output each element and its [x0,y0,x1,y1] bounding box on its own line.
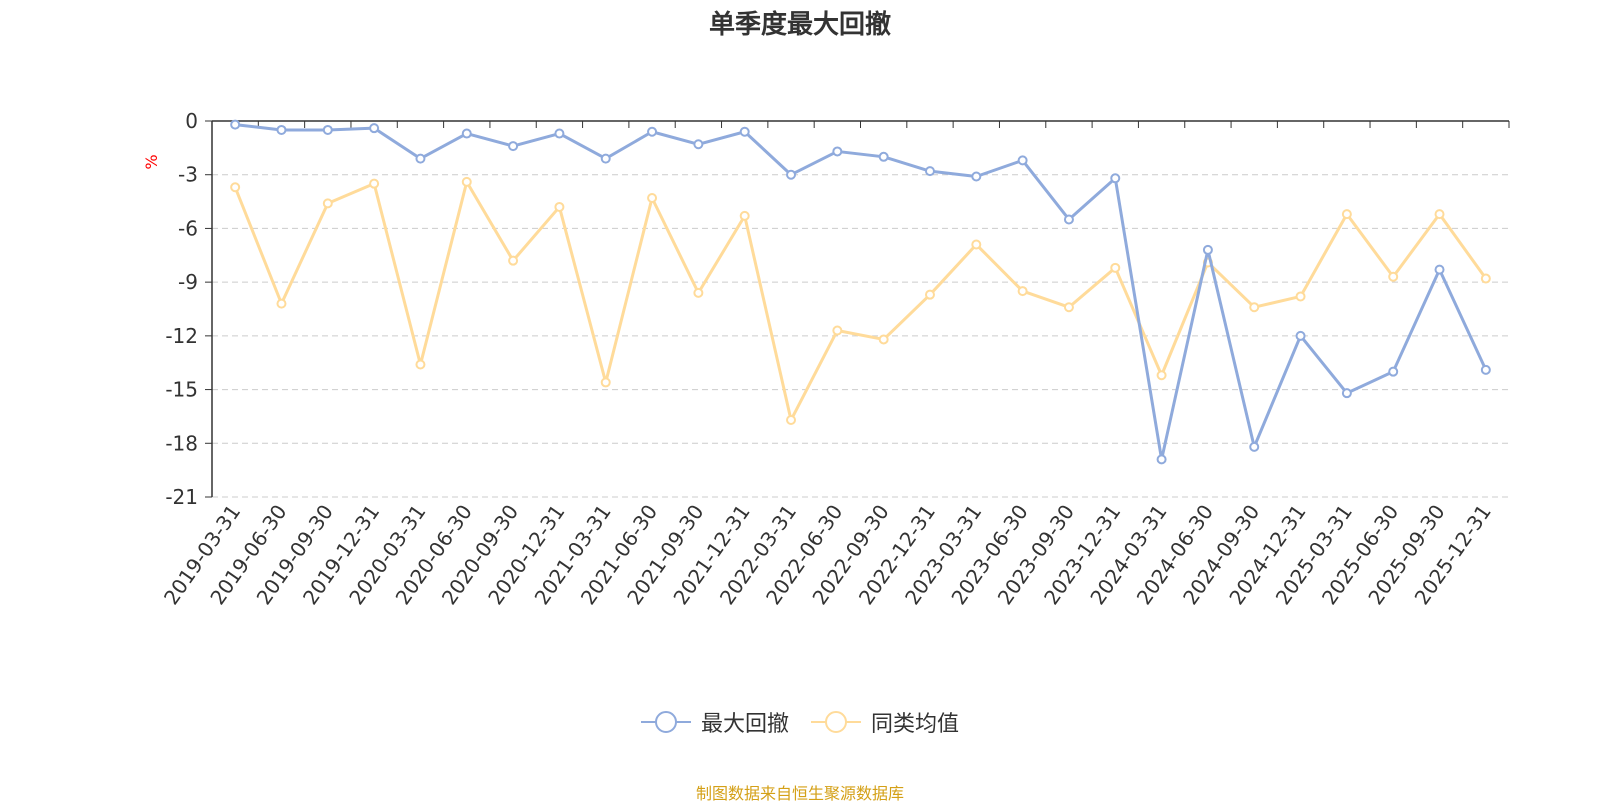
y-tick-label: -9 [178,270,198,294]
data-point [508,255,519,266]
data-point [786,169,797,180]
y-tick-label: -12 [165,324,198,348]
data-point [1063,302,1074,313]
data-point [647,126,658,137]
legend: 最大回撤 同类均值 [0,706,1600,738]
y-tick-label: -6 [178,216,198,240]
data-point [1110,173,1121,184]
data-point [971,171,982,182]
data-point [322,124,333,135]
data-point [924,289,935,300]
data-point [1388,271,1399,282]
data-point [878,151,889,162]
data-point [508,141,519,152]
data-point [554,128,565,139]
data-point [739,126,750,137]
legend-item-peer-average[interactable]: 同类均值 [811,706,959,738]
data-point [600,153,611,164]
chart-title: 单季度最大回撤 [708,10,891,40]
y-tick-label: -15 [165,378,198,402]
data-point [1434,209,1445,220]
data-point [1341,388,1352,399]
data-point [1295,330,1306,341]
data-point [1110,262,1121,273]
data-point [1156,370,1167,381]
data-point [461,176,472,187]
y-tick-label: -3 [178,163,198,187]
legend-label-peer-average: 同类均值 [871,712,960,737]
series-0 [230,119,1491,465]
data-point [832,146,843,157]
data-point [461,128,472,139]
data-point [1480,273,1491,284]
data-point [1017,155,1028,166]
data-point [1202,244,1213,255]
series-line [234,123,1488,461]
data-point [786,415,797,426]
grid-lines [212,174,1509,498]
data-point [739,210,750,221]
data-point [1434,264,1445,275]
data-source-note: 制图数据来自恒生聚源数据库 [695,784,904,803]
series-line [233,180,1488,422]
legend-label-max-drawdown: 最大回撤 [700,712,789,737]
y-tick-label: -21 [165,485,198,509]
y-tick-label: 0 [185,109,198,133]
data-point [369,178,380,189]
data-point [693,287,704,298]
data-point [1388,366,1399,377]
axes: 0-3-6-9-12-15-18-21%2019-03-312019-06-30… [142,109,1510,609]
data-point [415,359,426,370]
data-point [1063,214,1074,225]
data-point [1480,364,1491,375]
legend-item-max-drawdown[interactable]: 最大回撤 [640,706,789,738]
data-point [276,124,287,135]
data-point [878,334,889,345]
series-1 [230,176,1491,426]
data-point [832,325,843,336]
data-point [1249,302,1260,313]
legend-marker-max-drawdown [640,711,691,733]
data-point [1295,291,1306,302]
data-point [1017,286,1028,297]
series-layer [230,119,1491,465]
data-point [415,153,426,164]
data-point [1341,209,1352,220]
data-point [554,201,565,212]
data-point [1249,441,1260,452]
data-point [276,298,287,309]
data-point [322,198,333,209]
data-point [230,119,241,130]
data-point [924,166,935,177]
data-point [647,192,658,203]
y-tick-label: -18 [165,431,198,455]
data-point [1156,454,1167,465]
legend-marker-peer-average [811,711,861,733]
data-point [693,139,704,150]
data-point [230,182,241,193]
data-point [971,239,982,250]
y-axis-unit-label: % [142,154,161,169]
data-point [369,123,380,134]
data-point [600,377,611,388]
